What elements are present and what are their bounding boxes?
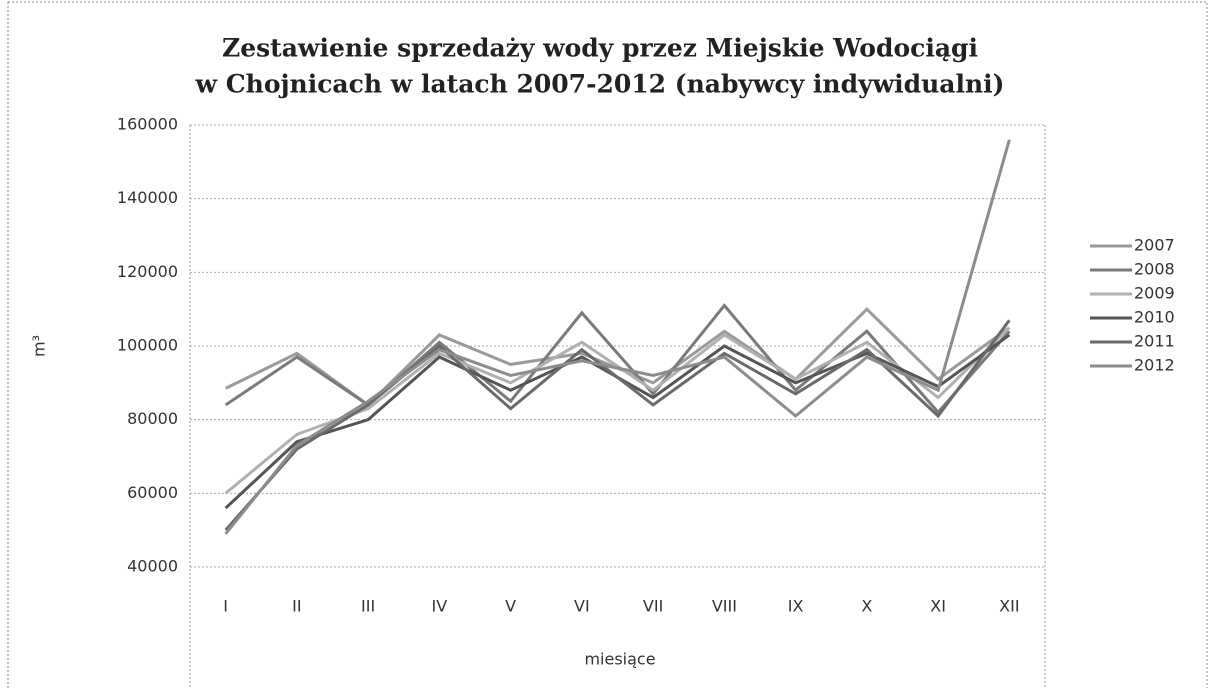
chart-border	[7, 1, 1208, 688]
y-tick-label: 140000	[117, 188, 178, 207]
legend-label: 2007	[1134, 236, 1175, 255]
legend-label: 2010	[1134, 308, 1175, 327]
x-tick-label: XII	[999, 597, 1019, 616]
y-tick-label: 80000	[127, 409, 178, 428]
chart-title: w Chojnicach w latach 2007-2012 (nabywcy…	[195, 70, 1005, 99]
y-axis-label: m³	[30, 335, 49, 357]
legend-label: 2012	[1134, 356, 1175, 375]
series-line	[224, 307, 1011, 407]
series-line	[224, 139, 1011, 535]
y-tick-label: 60000	[127, 483, 178, 502]
legend-label: 2011	[1134, 332, 1175, 351]
x-tick-label: VIII	[712, 597, 737, 616]
x-tick-label: X	[861, 597, 872, 616]
y-tick-label: 100000	[117, 336, 178, 355]
legend-label: 2008	[1134, 260, 1175, 279]
x-tick-label: II	[292, 597, 301, 616]
x-tick-label: V	[505, 597, 516, 616]
x-tick-label: III	[361, 597, 375, 616]
x-axis-label: miesiące	[584, 650, 655, 669]
y-tick-label: 120000	[117, 262, 178, 281]
series-line	[224, 319, 1011, 532]
x-tick-label: IV	[432, 597, 448, 616]
x-tick-label: XI	[930, 597, 946, 616]
x-tick-label: I	[223, 597, 228, 616]
x-tick-label: VII	[643, 597, 663, 616]
legend-label: 2009	[1134, 284, 1175, 303]
y-tick-label: 160000	[117, 115, 178, 134]
x-tick-label: IX	[788, 597, 804, 616]
y-tick-label: 40000	[127, 557, 178, 576]
chart-title: Zestawienie sprzedaży wody przez Miejski…	[222, 34, 978, 63]
x-tick-label: VI	[574, 597, 590, 616]
series-line	[224, 303, 1011, 415]
